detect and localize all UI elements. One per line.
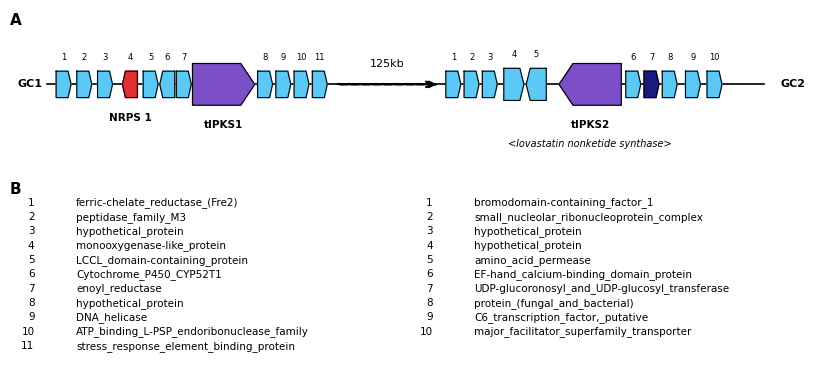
Text: 8: 8	[426, 298, 433, 308]
Text: B: B	[10, 182, 22, 198]
Text: A: A	[10, 13, 22, 28]
Polygon shape	[312, 71, 327, 98]
Polygon shape	[160, 71, 175, 98]
Polygon shape	[192, 63, 255, 105]
Text: <lovastatin nonketide synthase>: <lovastatin nonketide synthase>	[508, 139, 672, 149]
Polygon shape	[626, 71, 641, 98]
Text: hypothetical_protein: hypothetical_protein	[76, 298, 184, 309]
Text: 10: 10	[419, 326, 433, 337]
Polygon shape	[294, 71, 309, 98]
Text: 3: 3	[487, 53, 493, 62]
Polygon shape	[56, 71, 71, 98]
Text: 10: 10	[296, 53, 307, 62]
Text: 8: 8	[667, 53, 672, 62]
Text: GC1: GC1	[18, 79, 43, 89]
Text: 10: 10	[22, 326, 35, 337]
Text: 9: 9	[280, 53, 286, 62]
Text: 7: 7	[649, 53, 654, 62]
Text: 3: 3	[426, 226, 433, 236]
Polygon shape	[707, 71, 722, 98]
Polygon shape	[276, 71, 291, 98]
Text: peptidase_family_M3: peptidase_family_M3	[76, 212, 186, 223]
Text: 5: 5	[28, 255, 35, 265]
Text: enoyl_reductase: enoyl_reductase	[76, 283, 161, 294]
Text: amino_acid_permease: amino_acid_permease	[474, 255, 591, 266]
Polygon shape	[77, 71, 92, 98]
Polygon shape	[504, 68, 524, 100]
Text: hypothetical_protein: hypothetical_protein	[474, 241, 582, 252]
Text: 9: 9	[28, 312, 35, 322]
Polygon shape	[483, 71, 498, 98]
Text: C6_transcription_factor,_putative: C6_transcription_factor,_putative	[474, 312, 648, 323]
Text: 11: 11	[314, 53, 325, 62]
Text: 1: 1	[61, 53, 67, 62]
Text: GC2: GC2	[781, 79, 806, 89]
Text: hypothetical_protein: hypothetical_protein	[76, 226, 184, 237]
Text: stress_response_element_binding_protein: stress_response_element_binding_protein	[76, 341, 295, 352]
Polygon shape	[662, 71, 677, 98]
Text: 6: 6	[165, 53, 170, 62]
Text: 4: 4	[127, 53, 132, 62]
Text: 2: 2	[426, 212, 433, 222]
Text: 6: 6	[28, 269, 35, 279]
Text: EF-hand_calcium-binding_domain_protein: EF-hand_calcium-binding_domain_protein	[474, 269, 692, 280]
Text: 7: 7	[426, 283, 433, 294]
Text: LCCL_domain-containing_protein: LCCL_domain-containing_protein	[76, 255, 248, 266]
Text: tIPKS1: tIPKS1	[204, 120, 243, 130]
Text: 1: 1	[426, 198, 433, 207]
Text: bromodomain-containing_factor_1: bromodomain-containing_factor_1	[474, 198, 654, 209]
Text: 1: 1	[451, 53, 456, 62]
Text: UDP-glucoronosyl_and_UDP-glucosyl_transferase: UDP-glucoronosyl_and_UDP-glucosyl_transf…	[474, 283, 729, 294]
Text: 4: 4	[28, 241, 35, 250]
Polygon shape	[176, 71, 191, 98]
Text: 1: 1	[28, 198, 35, 207]
Text: DNA_helicase: DNA_helicase	[76, 312, 147, 323]
Text: 2: 2	[28, 212, 35, 222]
Text: small_nucleolar_ribonucleoprotein_complex: small_nucleolar_ribonucleoprotein_comple…	[474, 212, 703, 223]
Text: major_facilitator_superfamily_transporter: major_facilitator_superfamily_transporte…	[474, 326, 691, 337]
Text: 5: 5	[148, 53, 153, 62]
Text: NRPS 1: NRPS 1	[108, 112, 151, 123]
Polygon shape	[122, 71, 137, 98]
Text: 8: 8	[262, 53, 268, 62]
Text: hypothetical_protein: hypothetical_protein	[474, 226, 582, 237]
Text: 7: 7	[181, 53, 186, 62]
Text: 6: 6	[426, 269, 433, 279]
Polygon shape	[526, 68, 547, 100]
Polygon shape	[143, 71, 158, 98]
Text: 11: 11	[22, 341, 35, 351]
Text: monooxygenase-like_protein: monooxygenase-like_protein	[76, 241, 226, 252]
Polygon shape	[559, 63, 622, 105]
Text: ferric-chelate_reductase_(Fre2): ferric-chelate_reductase_(Fre2)	[76, 198, 239, 209]
Text: Cytochrome_P450_CYP52T1: Cytochrome_P450_CYP52T1	[76, 269, 222, 280]
Polygon shape	[686, 71, 701, 98]
Text: protein_(fungal_and_bacterial): protein_(fungal_and_bacterial)	[474, 298, 634, 309]
Text: 9: 9	[426, 312, 433, 322]
Polygon shape	[258, 71, 273, 98]
Text: 10: 10	[709, 53, 720, 62]
Polygon shape	[464, 71, 479, 98]
Text: 3: 3	[102, 53, 107, 62]
Text: 5: 5	[426, 255, 433, 265]
Text: 4: 4	[426, 241, 433, 250]
Text: 9: 9	[691, 53, 696, 62]
Text: 3: 3	[28, 226, 35, 236]
Text: 2: 2	[469, 53, 474, 62]
Text: 7: 7	[28, 283, 35, 294]
Text: 4: 4	[511, 50, 517, 59]
Text: 8: 8	[28, 298, 35, 308]
Text: ATP_binding_L-PSP_endoribonuclease_family: ATP_binding_L-PSP_endoribonuclease_famil…	[76, 326, 309, 337]
Text: 5: 5	[533, 50, 539, 59]
Polygon shape	[97, 71, 112, 98]
Text: 2: 2	[82, 53, 87, 62]
Text: 125kb: 125kb	[369, 59, 404, 69]
Polygon shape	[446, 71, 461, 98]
Text: 6: 6	[631, 53, 636, 62]
Text: tIPKS2: tIPKS2	[571, 120, 610, 130]
Polygon shape	[644, 71, 659, 98]
